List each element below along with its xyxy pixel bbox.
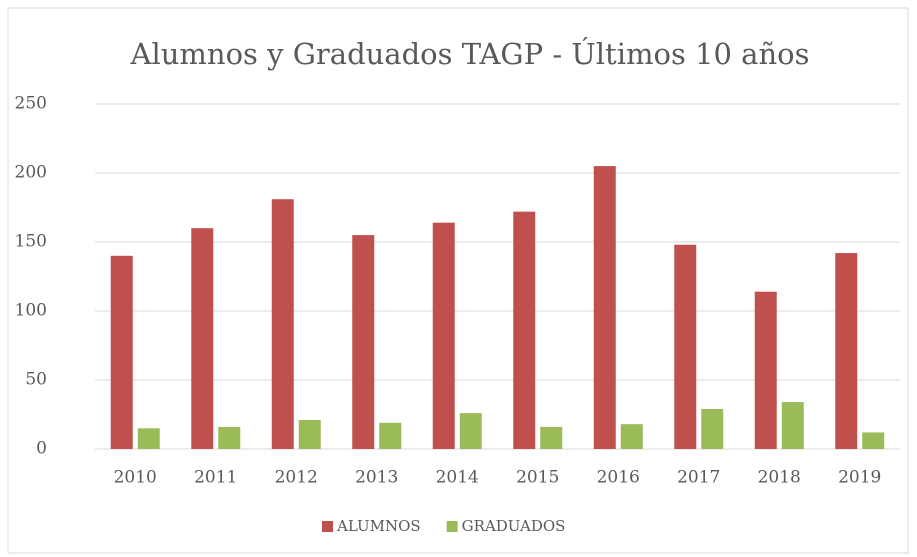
bar <box>540 426 563 449</box>
bar <box>432 222 455 449</box>
chart-frame <box>7 7 909 554</box>
y-tick-label: 100 <box>15 301 47 321</box>
bar <box>620 424 643 449</box>
bar <box>754 291 777 449</box>
legend-swatch <box>322 521 333 532</box>
bar <box>218 426 241 449</box>
y-tick-label: 50 <box>25 370 47 390</box>
bar <box>298 420 321 449</box>
x-tick-label: 2011 <box>194 468 237 488</box>
y-tick-label: 200 <box>15 163 47 183</box>
legend-swatch <box>446 521 458 532</box>
x-tick-label: 2013 <box>355 468 398 488</box>
bar <box>513 211 536 449</box>
bar <box>459 413 482 449</box>
bar <box>352 235 375 449</box>
x-tick-label: 2012 <box>275 468 318 488</box>
legend-label: GRADUADOS <box>462 517 566 535</box>
bar <box>862 432 885 449</box>
x-tick-label: 2014 <box>436 468 479 488</box>
x-tick-label: 2010 <box>114 468 157 488</box>
x-tick-label: 2019 <box>838 468 881 488</box>
x-tick-label: 2015 <box>516 468 559 488</box>
bar <box>674 244 697 449</box>
legend-label: ALUMNOS <box>336 517 421 535</box>
bar <box>835 253 858 449</box>
chart-title: Alumnos y Graduados TAGP - Últimos 10 añ… <box>130 36 810 71</box>
bar <box>271 199 294 449</box>
y-tick-label: 0 <box>36 439 47 459</box>
bar <box>701 408 724 449</box>
bar <box>781 402 804 449</box>
bar <box>191 228 214 449</box>
x-tick-label: 2018 <box>758 468 801 488</box>
y-tick-label: 150 <box>15 232 47 252</box>
bar <box>137 428 160 449</box>
bar <box>379 422 402 449</box>
y-tick-label: 250 <box>15 94 47 114</box>
x-tick-label: 2016 <box>597 468 640 488</box>
x-tick-label: 2017 <box>677 468 720 488</box>
bar <box>110 255 133 449</box>
bar <box>593 166 616 449</box>
